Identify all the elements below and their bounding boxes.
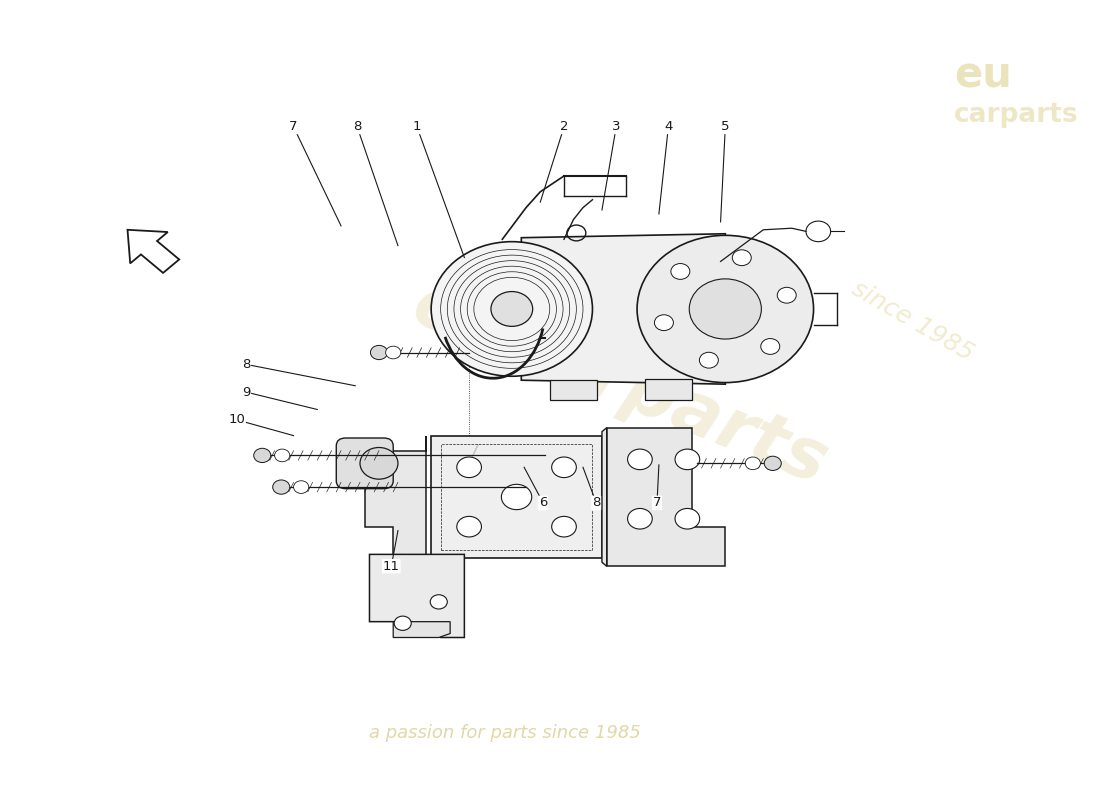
Text: a passion for parts since 1985: a passion for parts since 1985 (370, 723, 641, 742)
Polygon shape (602, 428, 607, 566)
Text: 7: 7 (289, 120, 298, 134)
Circle shape (273, 480, 289, 494)
Circle shape (431, 242, 593, 376)
Circle shape (386, 346, 400, 359)
Polygon shape (370, 554, 464, 638)
Text: 6: 6 (539, 497, 548, 510)
Circle shape (671, 263, 690, 279)
Circle shape (690, 279, 761, 339)
Text: 1: 1 (412, 120, 421, 134)
Circle shape (733, 250, 751, 266)
Text: 8: 8 (242, 358, 251, 371)
Circle shape (778, 287, 796, 303)
Circle shape (275, 449, 289, 462)
Polygon shape (607, 428, 725, 566)
Circle shape (628, 449, 652, 470)
Circle shape (371, 346, 387, 360)
Circle shape (700, 352, 718, 368)
Text: 8: 8 (353, 120, 361, 134)
Polygon shape (128, 230, 179, 273)
Circle shape (628, 509, 652, 529)
Circle shape (502, 484, 531, 510)
Circle shape (294, 481, 309, 494)
Text: 10: 10 (228, 414, 245, 426)
Circle shape (764, 456, 781, 470)
Circle shape (654, 314, 673, 330)
Circle shape (430, 594, 448, 609)
Circle shape (637, 235, 814, 382)
Polygon shape (645, 379, 692, 400)
Text: 9: 9 (242, 386, 251, 398)
Circle shape (491, 291, 532, 326)
Circle shape (456, 457, 482, 478)
Circle shape (675, 449, 700, 470)
Text: 2: 2 (560, 120, 569, 134)
Polygon shape (393, 622, 450, 638)
Text: 4: 4 (664, 120, 672, 134)
Circle shape (745, 457, 760, 470)
Circle shape (394, 616, 411, 630)
Circle shape (360, 447, 398, 479)
Circle shape (552, 516, 576, 537)
FancyBboxPatch shape (337, 438, 393, 489)
Polygon shape (521, 234, 725, 384)
Circle shape (456, 516, 482, 537)
FancyBboxPatch shape (431, 436, 602, 558)
Polygon shape (365, 436, 427, 558)
Circle shape (552, 457, 576, 478)
Text: 3: 3 (612, 120, 620, 134)
Circle shape (675, 509, 700, 529)
Circle shape (254, 448, 271, 462)
Text: 7: 7 (652, 497, 661, 510)
Text: 11: 11 (383, 560, 399, 573)
Circle shape (761, 338, 780, 354)
Text: since 1985: since 1985 (847, 276, 977, 366)
Text: 8: 8 (592, 497, 601, 510)
Text: eu: eu (954, 54, 1012, 97)
Text: carparts: carparts (954, 102, 1079, 128)
Text: eucarparts: eucarparts (403, 270, 837, 499)
Text: 5: 5 (722, 120, 729, 134)
Polygon shape (550, 380, 597, 400)
